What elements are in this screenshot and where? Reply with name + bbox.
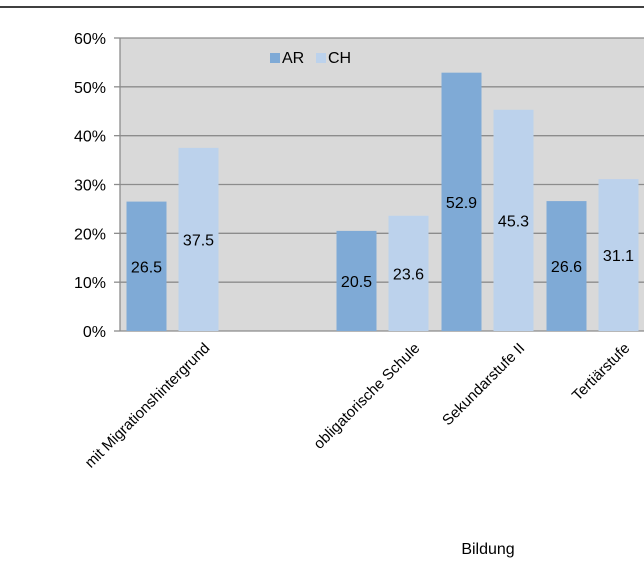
x-category-label: Tertiärstufe — [569, 340, 633, 404]
y-tick-label: 40% — [74, 129, 106, 146]
data-label: 23.6 — [393, 266, 424, 283]
y-tick-label: 60% — [74, 31, 106, 48]
legend-swatch-ar — [270, 53, 280, 63]
bar-ch — [493, 109, 534, 331]
legend: AR CH — [270, 50, 351, 67]
bar-ch — [178, 147, 219, 331]
data-label: 20.5 — [341, 274, 372, 291]
y-tick-label: 0% — [83, 324, 106, 341]
legend-swatch-ch — [316, 53, 326, 63]
bar-ar — [441, 72, 482, 332]
y-tick-label: 30% — [74, 178, 106, 195]
x-axis-title: Bildung — [461, 541, 514, 558]
legend-label-ar: AR — [282, 50, 304, 67]
x-axis-category-labels: mit Migrationshintergrund obligatorische … — [82, 340, 634, 472]
y-tick-label: 10% — [74, 275, 106, 292]
data-label: 31.1 — [603, 248, 634, 265]
data-label: 26.5 — [131, 259, 162, 276]
data-label: 52.9 — [446, 195, 477, 212]
data-labels: 26.5 37.5 20.5 23.6 52.9 45.3 26.6 31.1 — [131, 195, 634, 291]
bar-ar — [126, 201, 167, 331]
legend-label-ch: CH — [328, 50, 351, 67]
bar-ch — [598, 179, 639, 331]
bar-ar — [336, 230, 377, 331]
data-label: 37.5 — [183, 232, 214, 249]
x-category-label: obligatorische Schule — [310, 340, 423, 453]
bar-ar — [546, 201, 587, 331]
x-category-label: Sekundarstufe II — [439, 340, 528, 429]
y-tick-label: 20% — [74, 226, 106, 243]
y-axis-ticks: 0% 10% 20% 30% 40% 50% 60% — [74, 31, 106, 341]
bar-ch — [388, 215, 429, 331]
x-category-label: mit Migrationshintergrund — [82, 340, 214, 472]
data-label: 45.3 — [498, 213, 529, 230]
data-label: 26.6 — [551, 259, 582, 276]
y-tick-label: 50% — [74, 80, 106, 97]
bars — [126, 72, 639, 332]
